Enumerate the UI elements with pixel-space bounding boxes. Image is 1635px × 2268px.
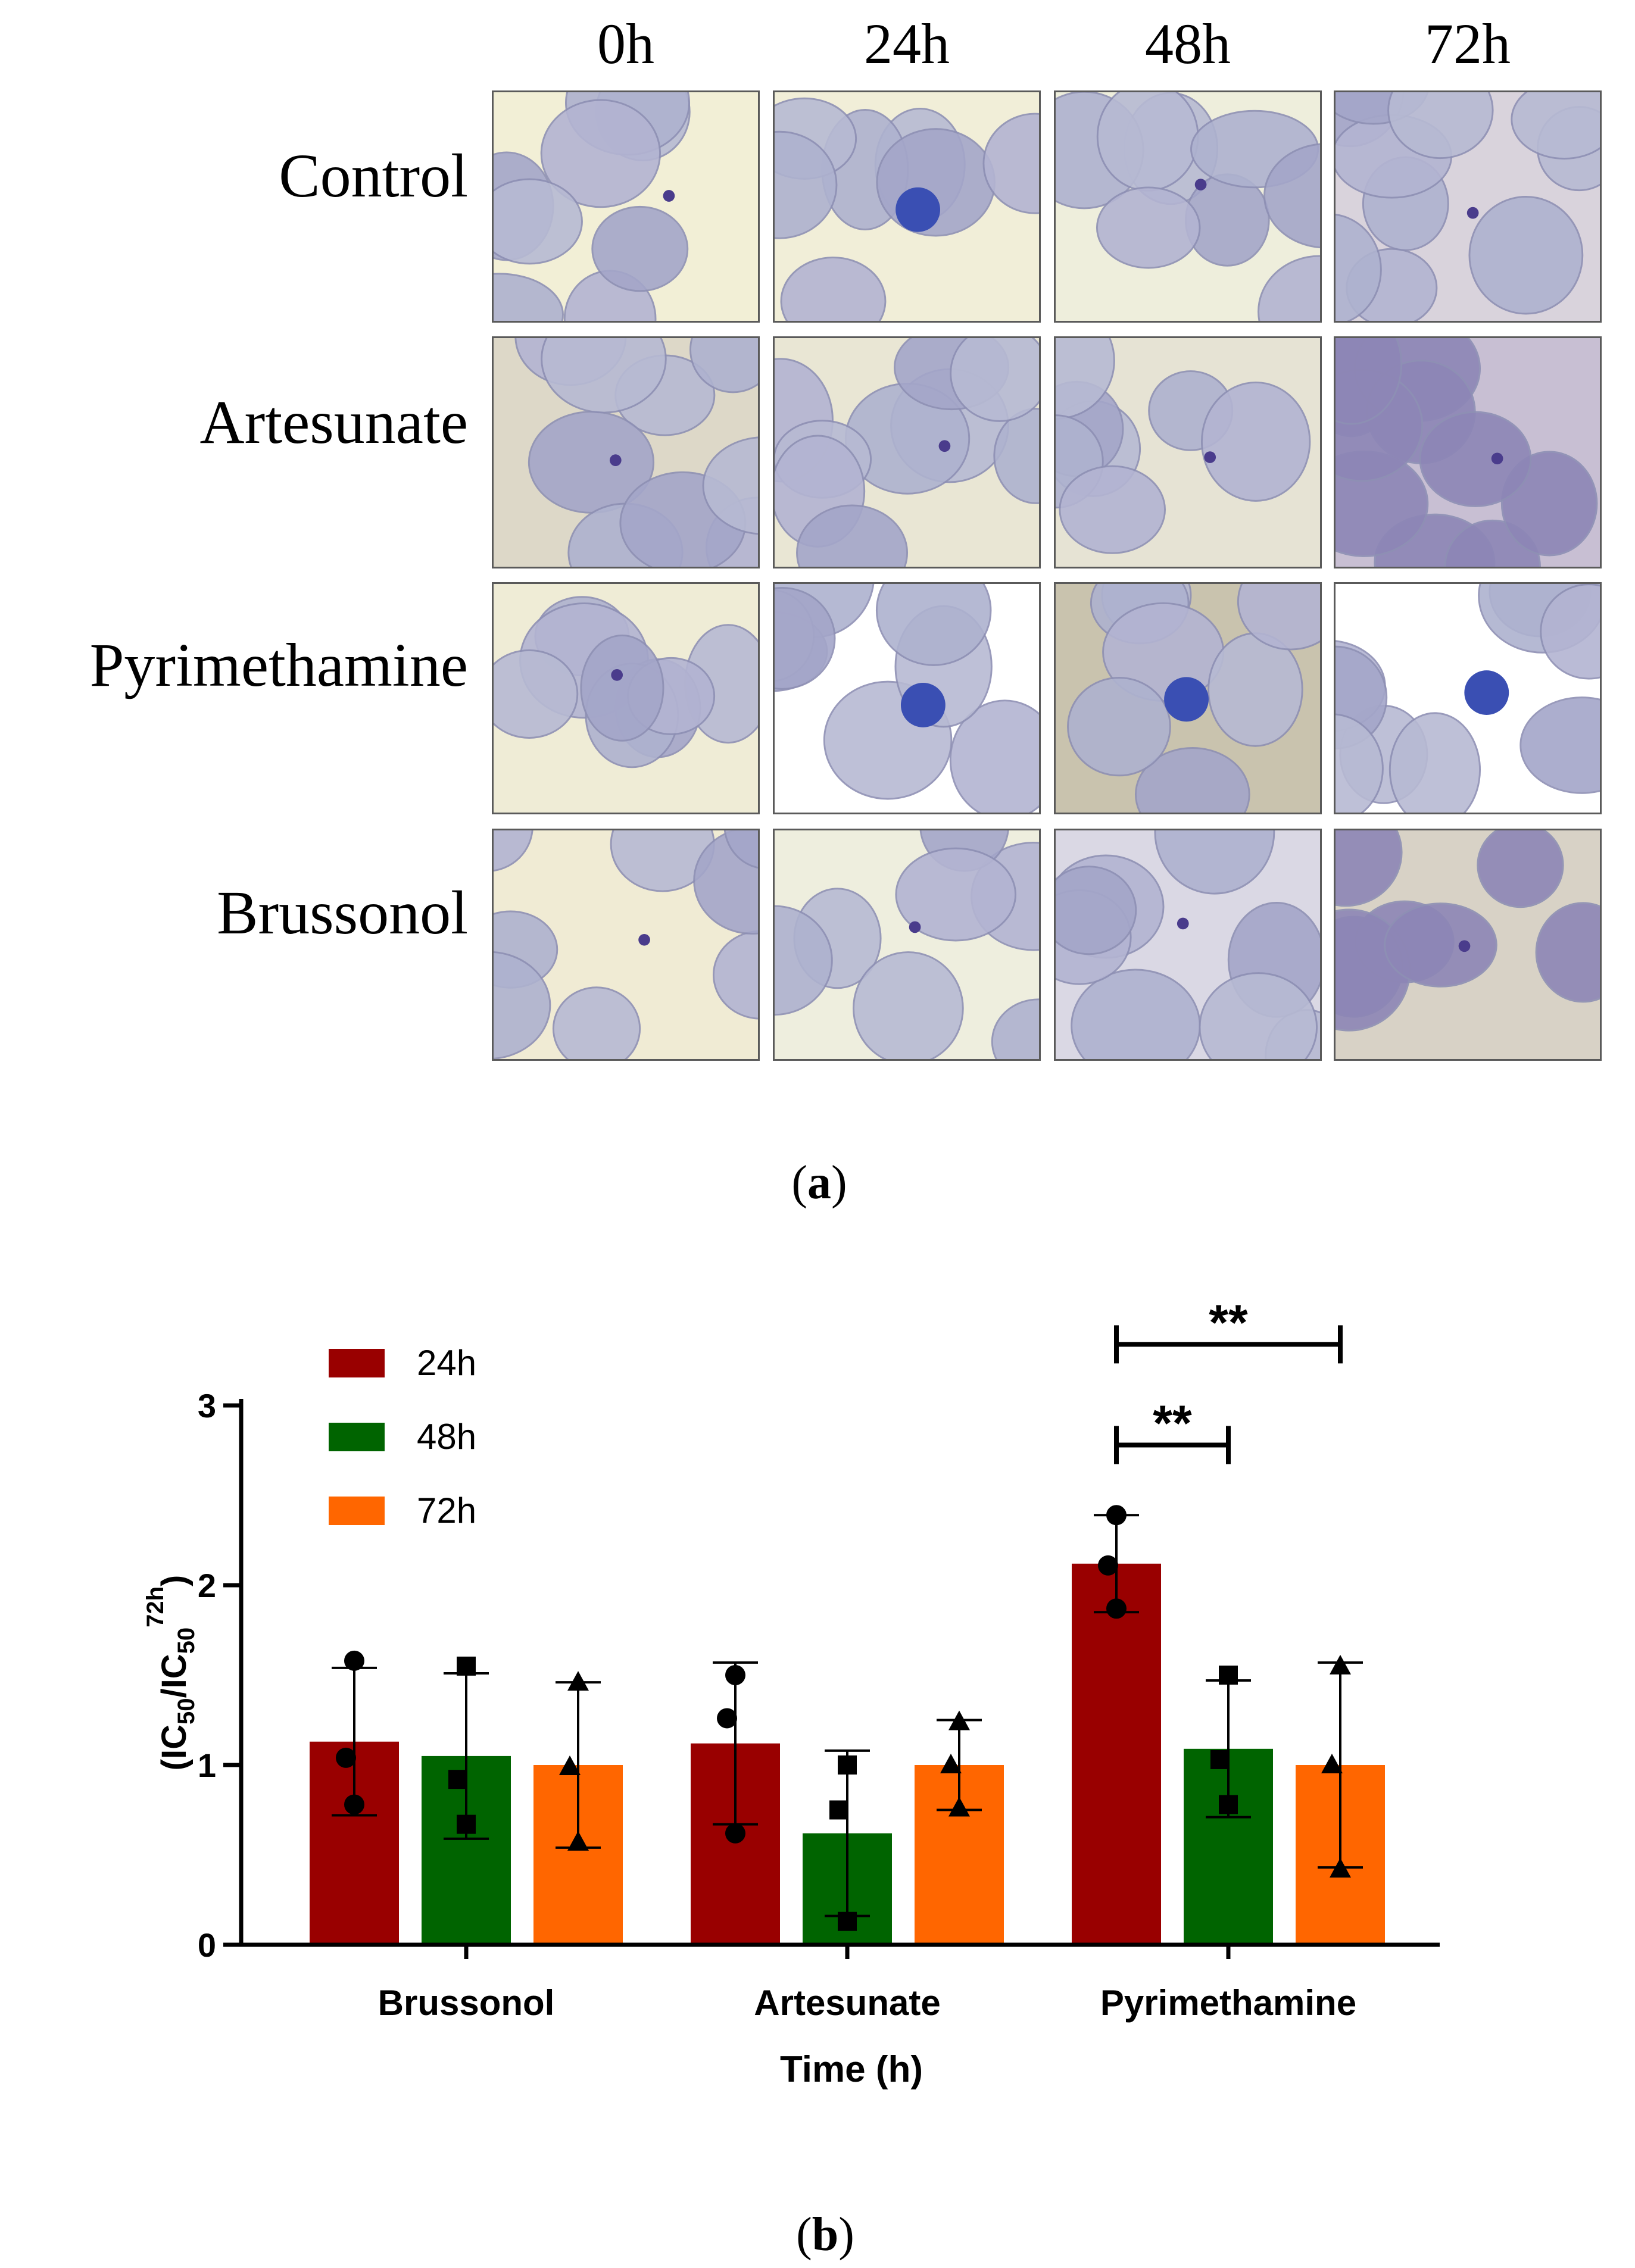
data-point-circle (1106, 1505, 1127, 1526)
data-point-circle (1106, 1598, 1127, 1619)
legend-swatch-24h (329, 1349, 385, 1377)
data-point-square (838, 1911, 857, 1931)
data-point-circle (725, 1823, 745, 1844)
bars (310, 1563, 1385, 1945)
x-axis-title: Time (h) (780, 2049, 923, 2090)
micrograph-brussonol-0h (492, 829, 760, 1061)
y-tick-label-1: 1 (198, 1747, 216, 1784)
data-point-triangle (1330, 1654, 1351, 1675)
data-point-square (1210, 1750, 1230, 1769)
micrograph-brussonol-24h (773, 829, 1041, 1061)
data-point-circle (725, 1665, 745, 1685)
micrograph-control-48h (1054, 90, 1322, 323)
data-point-triangle (948, 1710, 970, 1730)
data-point-triangle (559, 1755, 581, 1776)
row-label-brussonol: Brussonol (217, 879, 468, 947)
micrograph-artesunate-24h (773, 336, 1041, 568)
x-tick-labels: Brussonol Artesunate Pyrimethamine (378, 1945, 1356, 2023)
micrograph-brussonol-72h (1334, 829, 1602, 1061)
micrograph-control-72h (1334, 90, 1602, 323)
data-point-circle (717, 1708, 737, 1729)
micrograph-pyrimethamine-0h (492, 582, 760, 814)
bar-chart: 24h 48h 72h ** ** 0 1 2 3 Brussonol Artesunate P… (142, 1294, 1440, 2261)
micrograph-pyrimethamine-72h (1334, 582, 1602, 814)
data-point-triangle (1330, 1858, 1351, 1878)
data-point-square (448, 1770, 467, 1789)
data-point-circle (344, 1794, 364, 1815)
significance-annotations: ** ** (1114, 1294, 1343, 1464)
data-point-square (457, 1814, 476, 1834)
data-point-square (457, 1656, 476, 1676)
legend: 24h 48h 72h (329, 1343, 476, 1530)
data-point-square (829, 1800, 848, 1820)
x-tick-label-artesunate: Artesunate (754, 1983, 940, 2023)
column-label-0h: 0h (597, 12, 654, 76)
row-label-artesunate: Artesunate (199, 388, 468, 457)
micrograph-pyrimethamine-24h (773, 582, 1041, 814)
significance-label: ** (1153, 1395, 1192, 1451)
micrograph-pyrimethamine-48h (1054, 582, 1322, 814)
x-tick-label-pyrimethamine: Pyrimethamine (1100, 1983, 1356, 2023)
row-label-control: Control (279, 142, 468, 210)
panel-b-caption: (b) (796, 2208, 854, 2261)
legend-swatch-72h (329, 1497, 385, 1525)
data-points (336, 1505, 1351, 1931)
data-point-circle (344, 1650, 364, 1671)
data-point-triangle (1321, 1754, 1343, 1773)
column-label-24h: 24h (864, 12, 950, 76)
micrograph-artesunate-48h (1054, 336, 1322, 568)
panel-a-letter: a (807, 1157, 831, 1209)
row-label-pyrimethamine: Pyrimethamine (89, 631, 468, 699)
axes (239, 1399, 1440, 1947)
column-label-72h: 72h (1425, 12, 1511, 76)
micrograph-control-24h (773, 90, 1041, 323)
y-ticks: 0 1 2 3 (198, 1387, 241, 1964)
micrograph-brussonol-48h (1054, 829, 1322, 1061)
data-point-triangle (567, 1830, 589, 1851)
legend-label-48h: 48h (417, 1417, 476, 1457)
panel-a-caption: (a) (791, 1157, 847, 1209)
legend-label-24h: 24h (417, 1343, 476, 1383)
micrograph-panel: 0h 24h 48h 72h Control Artesunate Pyrime… (89, 12, 1602, 1209)
x-tick-label-brussonol: Brussonol (378, 1983, 555, 2023)
y-tick-label-3: 3 (198, 1387, 216, 1424)
data-point-triangle (567, 1671, 589, 1691)
data-point-triangle (940, 1754, 962, 1773)
data-point-square (1219, 1666, 1238, 1685)
bar-pyrimethamine-24h (1072, 1563, 1161, 1945)
micrograph-control-0h (492, 90, 760, 323)
micrograph-artesunate-0h (492, 336, 760, 568)
y-tick-label-0: 0 (198, 1926, 216, 1964)
data-point-triangle (948, 1797, 970, 1817)
legend-swatch-48h (329, 1423, 385, 1451)
column-label-48h: 48h (1145, 12, 1231, 76)
y-tick-label-2: 2 (198, 1567, 216, 1604)
data-point-circle (1098, 1555, 1118, 1576)
legend-label-72h: 72h (417, 1491, 476, 1530)
data-point-circle (336, 1747, 356, 1768)
micrograph-artesunate-72h (1334, 336, 1602, 568)
data-point-square (1219, 1795, 1238, 1814)
significance-label: ** (1209, 1294, 1248, 1350)
y-axis-title: (IC50/IC5072h) (142, 1575, 199, 1771)
data-point-square (838, 1755, 857, 1775)
